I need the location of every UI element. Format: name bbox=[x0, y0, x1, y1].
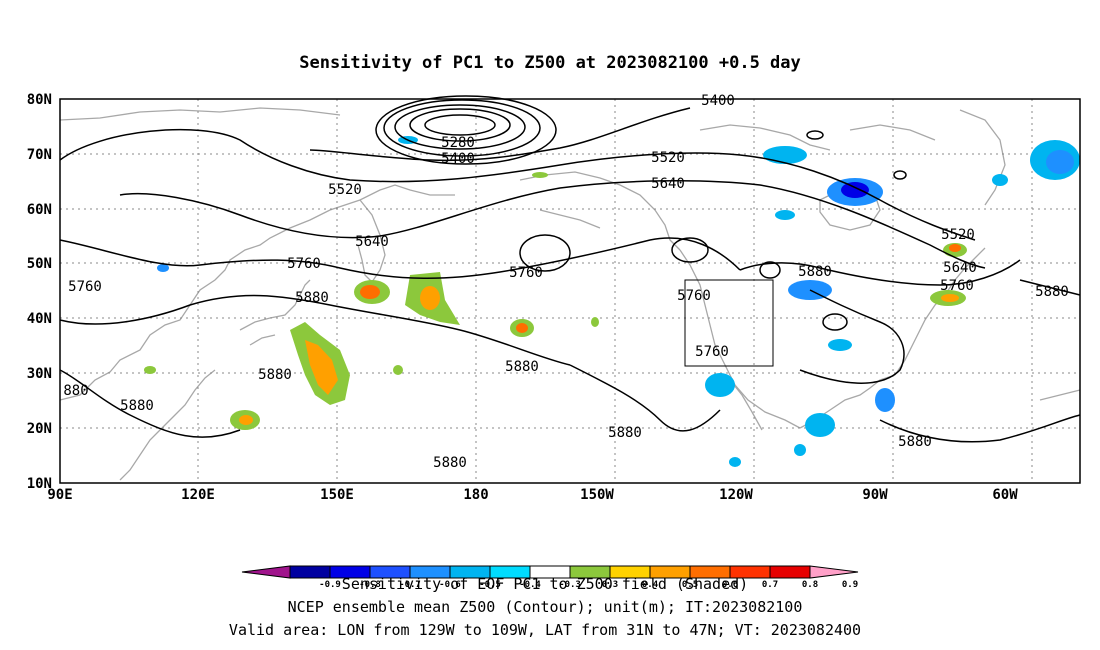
contour-label: 5640 bbox=[651, 176, 685, 192]
colorbar-label: -0.9 bbox=[319, 580, 341, 590]
colorbar-label: -0.7 bbox=[399, 580, 421, 590]
contour-label: 5400 bbox=[701, 93, 735, 109]
colorbar-label: -0.6 bbox=[439, 580, 461, 590]
map-background bbox=[60, 99, 1080, 483]
contour-label: 5880 bbox=[608, 425, 642, 441]
lon-label: 90E bbox=[47, 487, 72, 503]
lat-label: 40N bbox=[27, 311, 52, 327]
contour-label: 5880 bbox=[295, 290, 329, 306]
lon-label: 150W bbox=[580, 487, 614, 503]
colorbar-label: 0.7 bbox=[762, 580, 778, 590]
map-panel: 5280 5400 5400 5520 5520 5520 5640 5640 … bbox=[59, 93, 1081, 484]
colorbar-right-arrow bbox=[809, 565, 859, 579]
lon-label: 120E bbox=[181, 487, 215, 503]
lat-axis: 80N 70N 60N 50N 40N 30N 20N 10N bbox=[27, 92, 52, 492]
map-title: Sensitivity of PC1 to Z500 at 2023082100… bbox=[299, 53, 801, 73]
z500-contours bbox=[59, 95, 1081, 443]
contour-label: 880 bbox=[63, 383, 88, 399]
lon-label: 60W bbox=[992, 487, 1018, 503]
colorbar-label: 0.3 bbox=[602, 580, 618, 590]
contour-label: 5640 bbox=[943, 260, 977, 276]
colorbar-label: -0.3 bbox=[559, 580, 581, 590]
lon-label: 150E bbox=[320, 487, 354, 503]
shading-negative bbox=[157, 136, 1080, 467]
contour-label: 5760 bbox=[509, 265, 543, 281]
contour-label: 5280 bbox=[441, 135, 475, 151]
shading-positive bbox=[144, 172, 967, 430]
contour-label: 5640 bbox=[355, 234, 389, 250]
contour-label: 5880 bbox=[798, 264, 832, 280]
colorbar-label: 0.5 bbox=[682, 580, 698, 590]
caption-line-3: Valid area: LON from 129W to 109W, LAT f… bbox=[229, 621, 861, 639]
lat-label: 30N bbox=[27, 366, 52, 382]
caption-line-2: NCEP ensemble mean Z500 (Contour); unit(… bbox=[288, 598, 803, 616]
colorbar-swatch bbox=[769, 565, 811, 579]
contour-label-extra: 5880 bbox=[433, 455, 467, 471]
lat-label: 60N bbox=[27, 202, 52, 218]
colorbar-label: -0.5 bbox=[479, 580, 501, 590]
colorbar-label: -0.4 bbox=[519, 580, 541, 590]
lon-label: 90W bbox=[862, 487, 888, 503]
gridlines bbox=[60, 99, 1080, 483]
lon-label: 120W bbox=[719, 487, 753, 503]
contour-label: 5400 bbox=[441, 151, 475, 167]
contour-labels: 5280 5400 5400 5520 5520 5520 5640 5640 … bbox=[63, 93, 1069, 471]
contour-label: 5760 bbox=[695, 344, 729, 360]
lat-label: 20N bbox=[27, 421, 52, 437]
contour-label: 5880 bbox=[258, 367, 292, 383]
lon-label: 180 bbox=[463, 487, 488, 503]
lat-label: 70N bbox=[27, 147, 52, 163]
contour-label: 5520 bbox=[651, 150, 685, 166]
contour-label: 5520 bbox=[328, 182, 362, 198]
lon-axis: 90E 120E 150E 180 150W 120W 90W 60W bbox=[47, 487, 1018, 503]
colorbar-swatch bbox=[289, 565, 331, 579]
contour-label: 5880 bbox=[1035, 284, 1069, 300]
contour-label: 5880 bbox=[898, 434, 932, 450]
contour-label: 5880 bbox=[505, 359, 539, 375]
contour-label: 5760 bbox=[940, 278, 974, 294]
colorbar-label: 0.9 bbox=[842, 580, 858, 590]
caption-line-1: Sensitivity of EOF PC1 to Z500 field (Sh… bbox=[342, 575, 748, 593]
colorbar-label: -0.8 bbox=[359, 580, 381, 590]
contour-label: 5760 bbox=[68, 279, 102, 295]
contour-label: 5880 bbox=[120, 398, 154, 414]
colorbar-label: 0.6 bbox=[722, 580, 738, 590]
lat-label: 10N bbox=[27, 476, 52, 492]
map-frame bbox=[59, 98, 1081, 484]
contour-label: 5760 bbox=[287, 256, 321, 272]
colorbar-label: 0.4 bbox=[642, 580, 659, 590]
colorbar-label: 0.8 bbox=[802, 580, 818, 590]
colorbar: -0.9 -0.8 -0.7 -0.6 -0.5 -0.4 -0.3 0.3 0.4 0.5 0.6… bbox=[241, 565, 859, 590]
colorbar-left-arrow bbox=[241, 565, 291, 579]
valid-area-box bbox=[684, 279, 774, 367]
contour-label: 5520 bbox=[941, 227, 975, 243]
contour-label: 5760 bbox=[677, 288, 711, 304]
lat-label: 50N bbox=[27, 256, 52, 272]
lat-label: 80N bbox=[27, 92, 52, 108]
